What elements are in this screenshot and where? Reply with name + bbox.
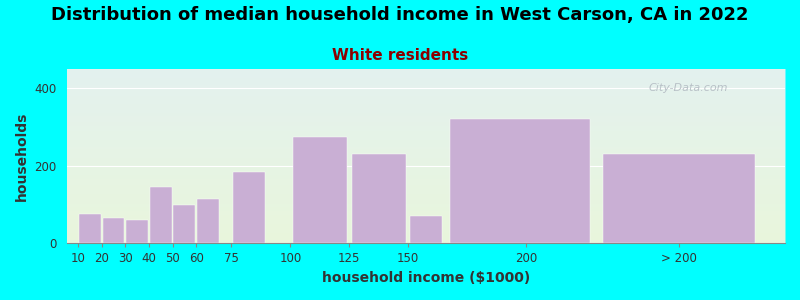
Bar (197, 199, 218, 243)
Bar (79, 214, 101, 243)
Bar (351, 154, 406, 243)
Bar (174, 205, 195, 243)
Bar (603, 154, 755, 243)
Text: Distribution of median household income in West Carson, CA in 2022: Distribution of median household income … (51, 6, 749, 24)
X-axis label: household income ($1000): household income ($1000) (322, 271, 530, 285)
Bar (126, 220, 148, 243)
Bar (410, 216, 442, 243)
Y-axis label: households: households (15, 112, 29, 201)
Text: City-Data.com: City-Data.com (649, 83, 728, 93)
Bar (103, 218, 125, 243)
Bar (293, 137, 347, 243)
Text: White residents: White residents (332, 48, 468, 63)
Bar (450, 119, 590, 243)
Bar (150, 187, 171, 243)
Bar (233, 172, 266, 243)
